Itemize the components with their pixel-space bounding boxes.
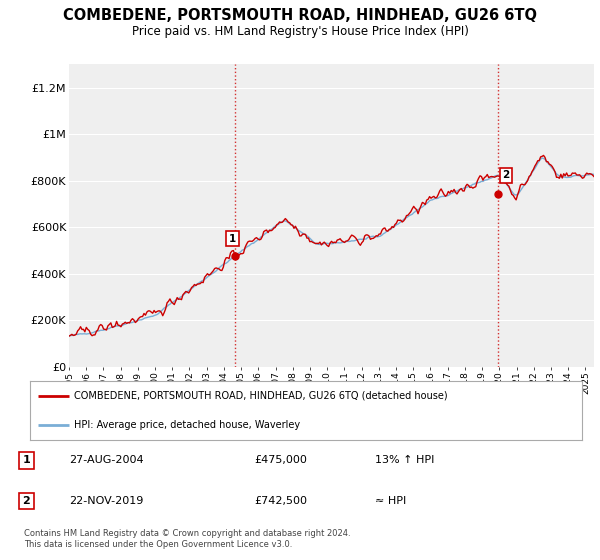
Text: 22-NOV-2019: 22-NOV-2019	[70, 496, 144, 506]
Text: COMBEDENE, PORTSMOUTH ROAD, HINDHEAD, GU26 6TQ: COMBEDENE, PORTSMOUTH ROAD, HINDHEAD, GU…	[63, 8, 537, 24]
Text: 1: 1	[229, 234, 236, 244]
Text: 2: 2	[503, 170, 510, 180]
Text: £475,000: £475,000	[254, 455, 307, 465]
Text: 27-AUG-2004: 27-AUG-2004	[70, 455, 144, 465]
Text: HPI: Average price, detached house, Waverley: HPI: Average price, detached house, Wave…	[74, 420, 300, 430]
Text: COMBEDENE, PORTSMOUTH ROAD, HINDHEAD, GU26 6TQ (detached house): COMBEDENE, PORTSMOUTH ROAD, HINDHEAD, GU…	[74, 390, 448, 400]
Text: £742,500: £742,500	[254, 496, 307, 506]
Text: ≈ HPI: ≈ HPI	[375, 496, 406, 506]
Text: Contains HM Land Registry data © Crown copyright and database right 2024.
This d: Contains HM Land Registry data © Crown c…	[24, 529, 350, 549]
Text: 13% ↑ HPI: 13% ↑ HPI	[375, 455, 434, 465]
Text: Price paid vs. HM Land Registry's House Price Index (HPI): Price paid vs. HM Land Registry's House …	[131, 25, 469, 38]
Text: 1: 1	[23, 455, 30, 465]
Text: 2: 2	[23, 496, 30, 506]
